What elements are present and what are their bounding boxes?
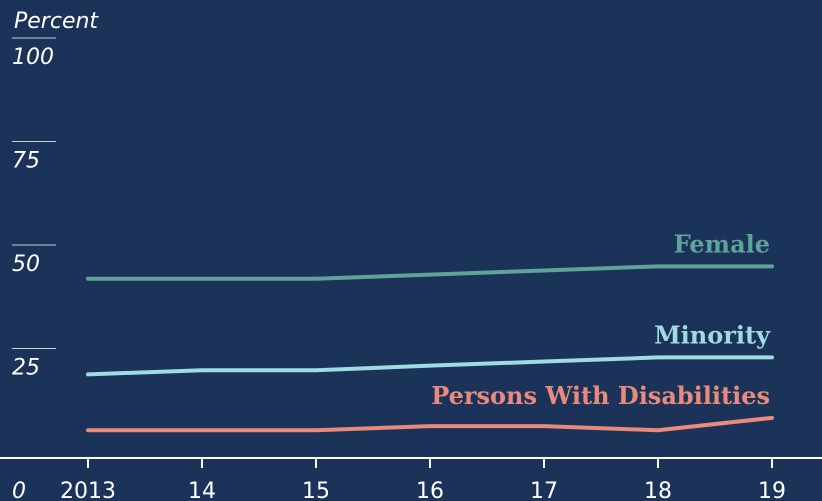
x-tick-label: 18 xyxy=(644,479,672,501)
y-tick-label: 100 xyxy=(12,45,54,70)
series-label: Persons With Disabilities xyxy=(431,381,770,410)
x-tick-label: 19 xyxy=(758,479,786,501)
series-lines xyxy=(86,264,774,433)
y-axis: Percent 0 25 50 75 100 xyxy=(12,9,99,501)
series-labels: Female Minority Persons With Disabilities xyxy=(431,229,771,410)
x-tick-label: 2013 xyxy=(60,479,116,501)
x-tick-label: 14 xyxy=(188,479,216,501)
y-tick-label: 0 xyxy=(12,479,26,501)
x-tick-label: 17 xyxy=(530,479,558,501)
series-line xyxy=(86,355,774,377)
y-axis-title: Percent xyxy=(14,9,99,34)
y-tick-label: 75 xyxy=(12,149,40,174)
series-line xyxy=(86,264,774,281)
series-label: Minority xyxy=(654,320,771,349)
x-axis: 2013 14 15 16 17 18 19 xyxy=(0,457,822,501)
series-label: Female xyxy=(674,229,770,258)
x-tick-label: 15 xyxy=(302,479,330,501)
y-tick-label: 25 xyxy=(12,356,40,381)
series-line xyxy=(86,415,774,433)
x-tick-label: 16 xyxy=(416,479,444,501)
y-tick-label: 50 xyxy=(12,252,40,277)
